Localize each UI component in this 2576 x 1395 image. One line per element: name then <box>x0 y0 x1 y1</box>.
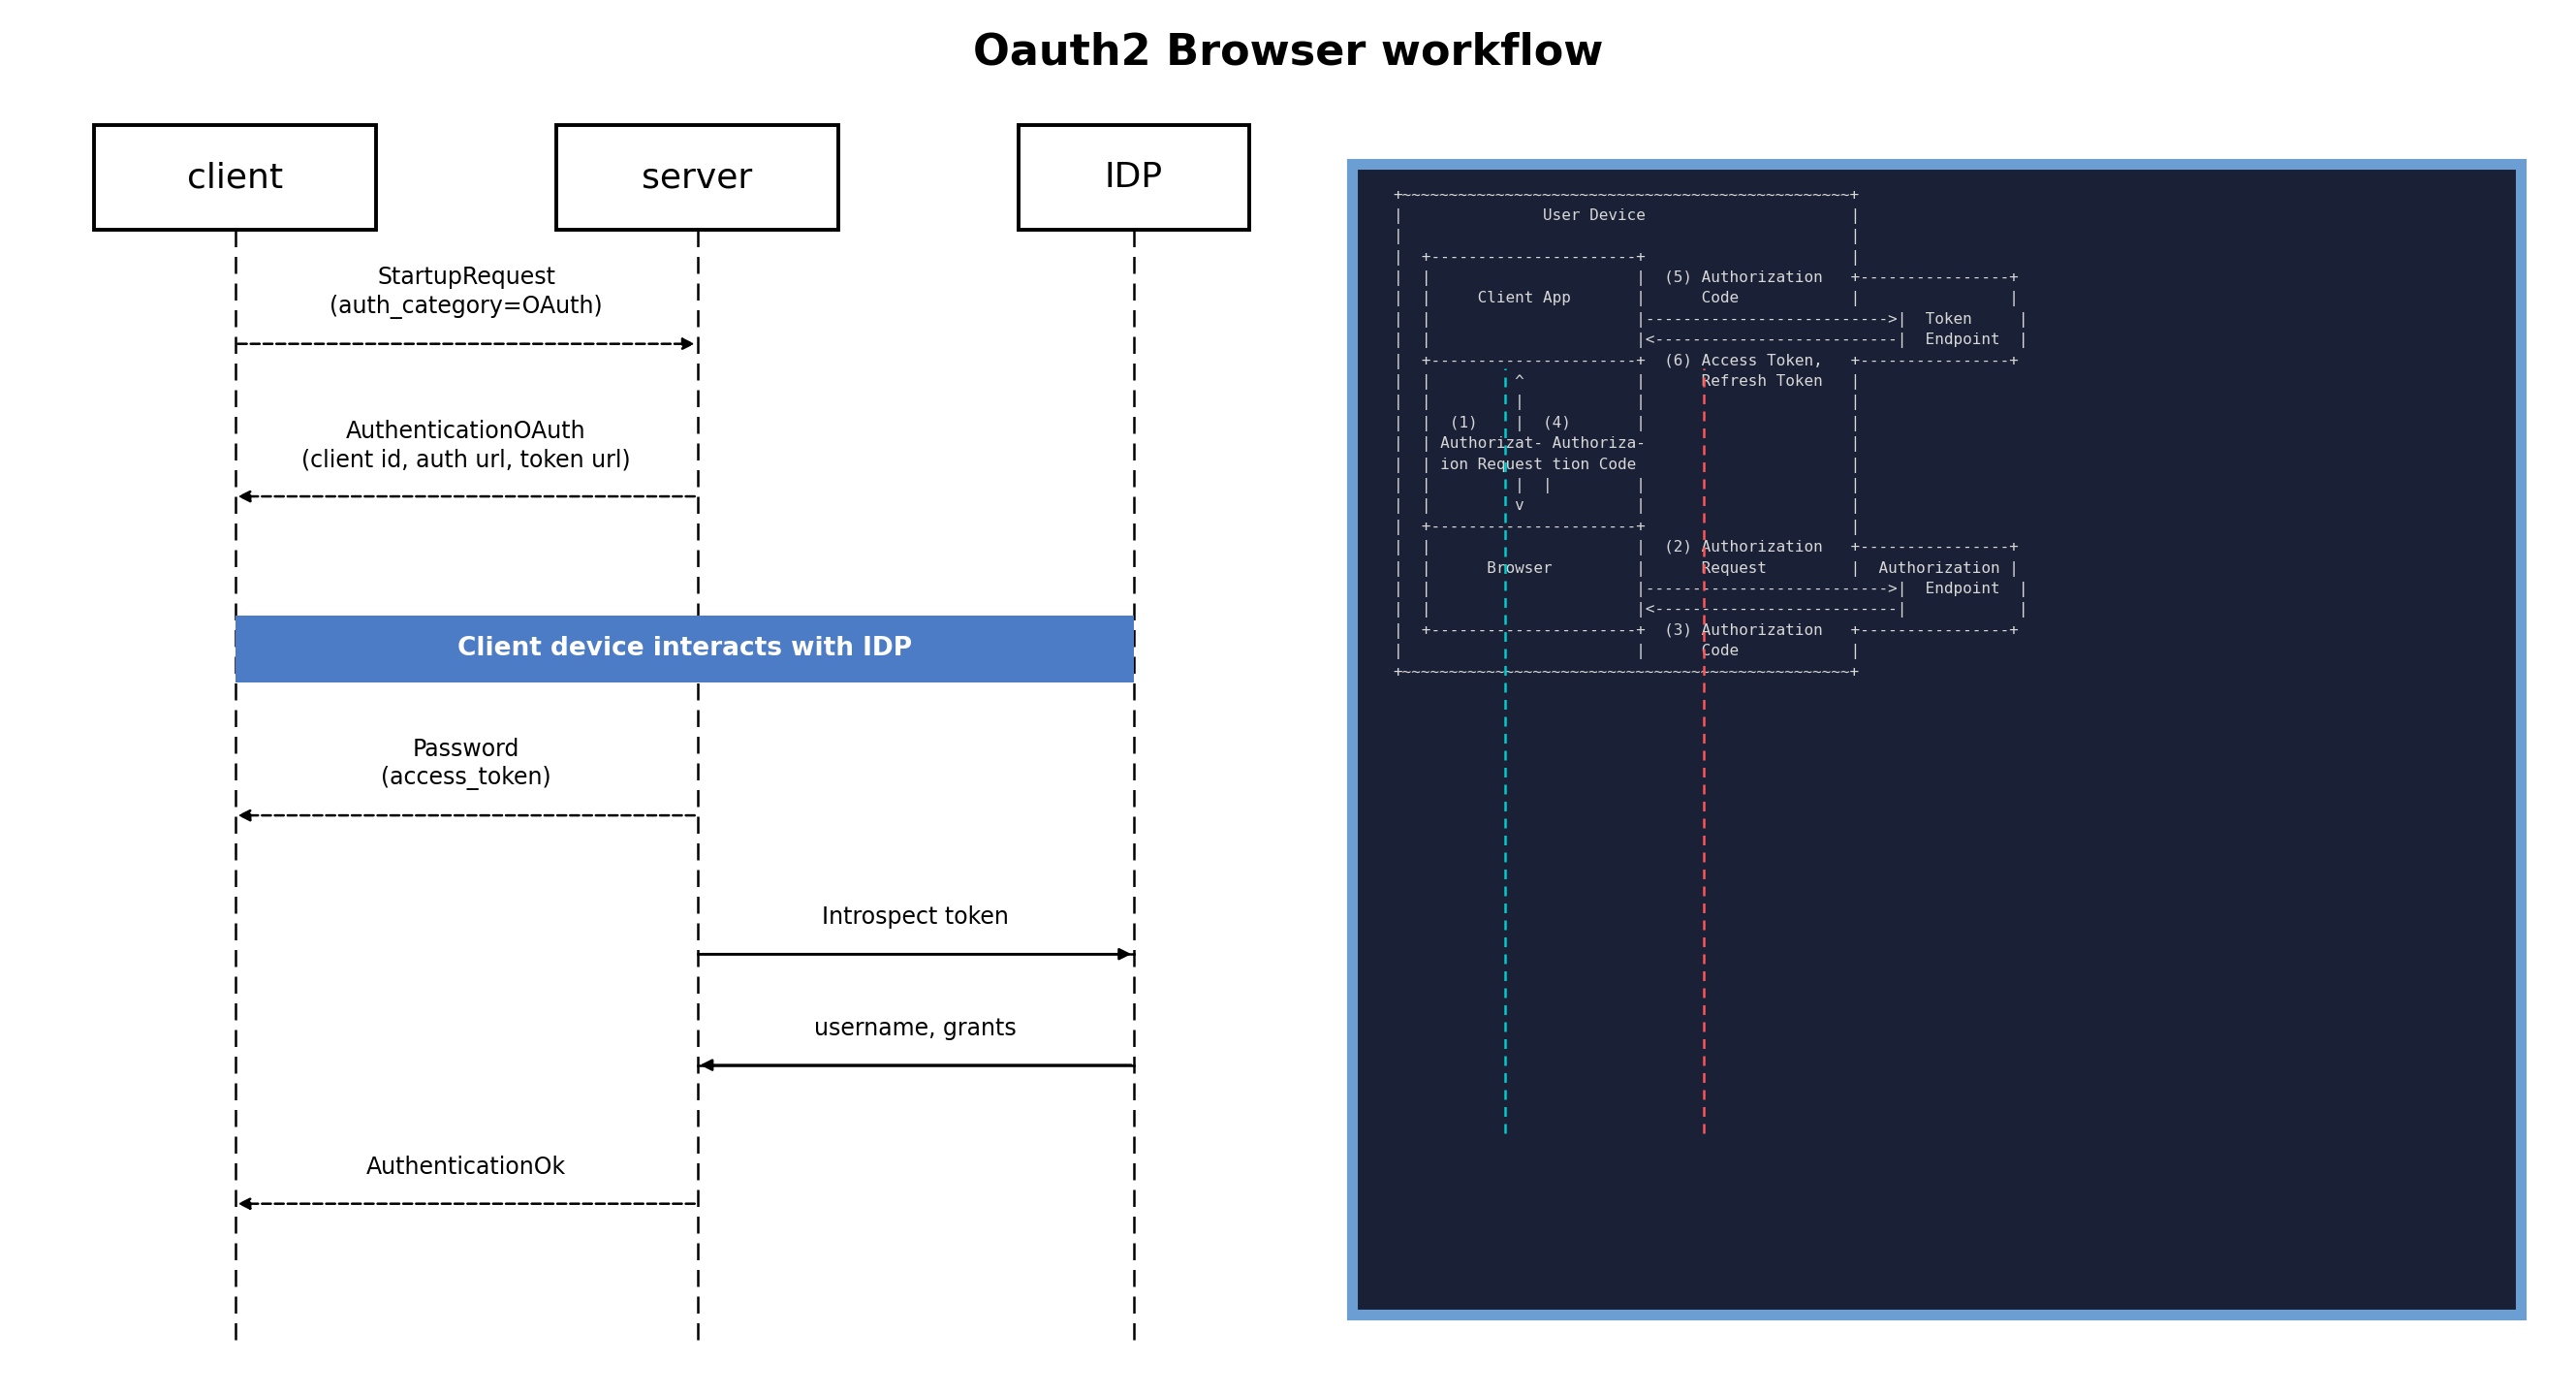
Text: AuthenticationOk: AuthenticationOk <box>366 1155 567 1179</box>
Text: AuthenticationOAuth
(client id, auth url, token url): AuthenticationOAuth (client id, auth url… <box>301 420 631 472</box>
Text: client: client <box>188 160 283 194</box>
FancyBboxPatch shape <box>1018 126 1249 229</box>
FancyBboxPatch shape <box>93 126 376 229</box>
Text: server: server <box>641 160 752 194</box>
Text: username, grants: username, grants <box>814 1017 1018 1041</box>
Text: Password
(access_token): Password (access_token) <box>381 738 551 791</box>
FancyArrowPatch shape <box>234 642 250 657</box>
FancyBboxPatch shape <box>556 126 840 229</box>
Text: IDP: IDP <box>1105 160 1162 194</box>
FancyBboxPatch shape <box>1352 163 2519 1314</box>
Text: Oauth2 Browser workflow: Oauth2 Browser workflow <box>974 32 1602 74</box>
Text: Client device interacts with IDP: Client device interacts with IDP <box>456 636 912 661</box>
Text: StartupRequest
(auth_category=OAuth): StartupRequest (auth_category=OAuth) <box>330 266 603 319</box>
FancyArrowPatch shape <box>1118 642 1133 657</box>
Bar <box>234 615 1133 682</box>
Text: +~~~~~~~~~~~~~~~~~~~~~~~~~~~~~~~~~~~~~~~~~~~~~~~~+
|               User Device  : +~~~~~~~~~~~~~~~~~~~~~~~~~~~~~~~~~~~~~~~… <box>1394 188 2027 679</box>
Text: Introspect token: Introspect token <box>822 905 1010 929</box>
